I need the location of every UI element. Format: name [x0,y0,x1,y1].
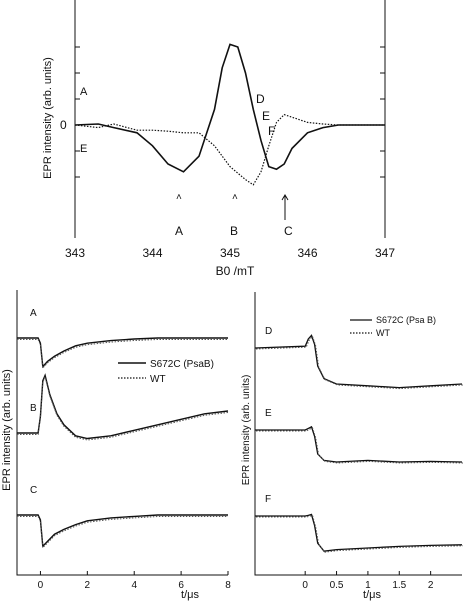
bl-trace-label: B [30,403,37,414]
annotation-b: B [230,224,238,238]
br-legend-dotted-label: WT [376,328,390,338]
top-x-tick-label: 347 [375,246,395,260]
br-trace-E-solid [255,425,463,463]
top-x-tick-label: 344 [142,246,162,260]
top-solid-series [74,43,385,173]
top-x-ticks: 343 344 345 346 347 [65,246,395,260]
bl-legend: S672C (PsaB) WT [118,359,214,385]
br-box [254,292,462,576]
br-trace-F-solid [255,513,463,552]
top-y-tick-zero: 0 [60,118,67,132]
annotation-e-top: E [80,143,87,155]
bl-trace-C-dotted [17,516,228,549]
annotation-c: C [284,224,293,238]
bl-legend-dotted-label: WT [150,374,166,385]
br-x-tick-label: 1 [365,580,371,591]
br-y-axis-label: EPR intensity (arb. units) [241,375,252,486]
bottom-right-panel: 0 0.5 1 1.5 2 t/μs EPR intensity (arb. units… [241,292,464,601]
a-dot-mark: ˄ [176,192,182,203]
br-legend: S672C (Psa B) WT [350,315,436,338]
bl-y-axis-label: EPR intensity (arb. units) [1,369,13,491]
annotation-e: E [262,109,270,123]
top-y-ticks [75,46,385,178]
top-dotted-series [74,113,385,186]
br-trace-D-solid [254,334,463,389]
br-x-tick-label: 0.5 [330,580,344,591]
br-legend-solid-label: S672C (Psa B) [376,315,436,325]
top-x-tick-label: 343 [65,246,85,260]
bottom-left-panel: 0 2 4 6 8 t/μs EPR intensity (arb. units) A B… [1,290,231,601]
br-x-tick-label: 1.5 [392,580,406,591]
top-y-axis-label: EPR intensity (arb. units) [42,57,54,179]
bl-box [16,290,228,576]
top-x-tick-label: 345 [220,246,240,260]
br-trace-D-dotted [255,335,464,390]
br-x-tick-label: 0 [302,580,308,591]
br-trace-E-dotted [256,427,464,464]
top-x-tick-label: 346 [297,246,317,260]
br-trace-label: F [265,494,271,505]
bl-trace-B-solid [17,373,229,440]
bl-trace-label: C [30,485,37,496]
bl-traces-group: A B C [17,308,229,549]
bl-x-tick-label: 0 [38,580,44,591]
bl-x-tick-label: 8 [225,580,231,591]
annotation-a-top: A [80,86,88,98]
bl-trace-label: A [30,308,37,319]
br-trace-F-dotted [256,514,464,553]
br-trace-label: D [265,326,272,337]
br-traces-group: D E F [254,326,464,553]
br-x-tick-label: 2 [428,580,434,591]
annotation-f: F [268,124,275,138]
top-series-group [74,43,385,186]
bl-x-tick-label: 6 [178,580,184,591]
br-x-axis-label: t/μs [363,589,381,601]
bl-x-tick-label: 4 [131,580,137,591]
bl-x-axis-label: t/μs [181,589,199,601]
bl-x-ticks: 0 2 4 6 8 [38,571,231,591]
b-dot-mark: ˄ [232,192,238,203]
annotation-a: A [175,224,183,238]
top-panel: 343 344 345 346 347 0 EPR intensity (arb. un… [42,0,395,278]
br-x-ticks: 0 0.5 1 1.5 2 [302,571,434,591]
bl-trace-B-dotted [17,375,229,441]
bl-x-tick-label: 2 [85,580,91,591]
annotation-d: D [256,92,265,106]
annotation-c-arrow [281,194,289,220]
br-trace-label: E [265,408,272,419]
bl-legend-solid-label: S672C (PsaB) [150,359,214,370]
top-x-axis-label: B0 /mT [216,264,255,278]
